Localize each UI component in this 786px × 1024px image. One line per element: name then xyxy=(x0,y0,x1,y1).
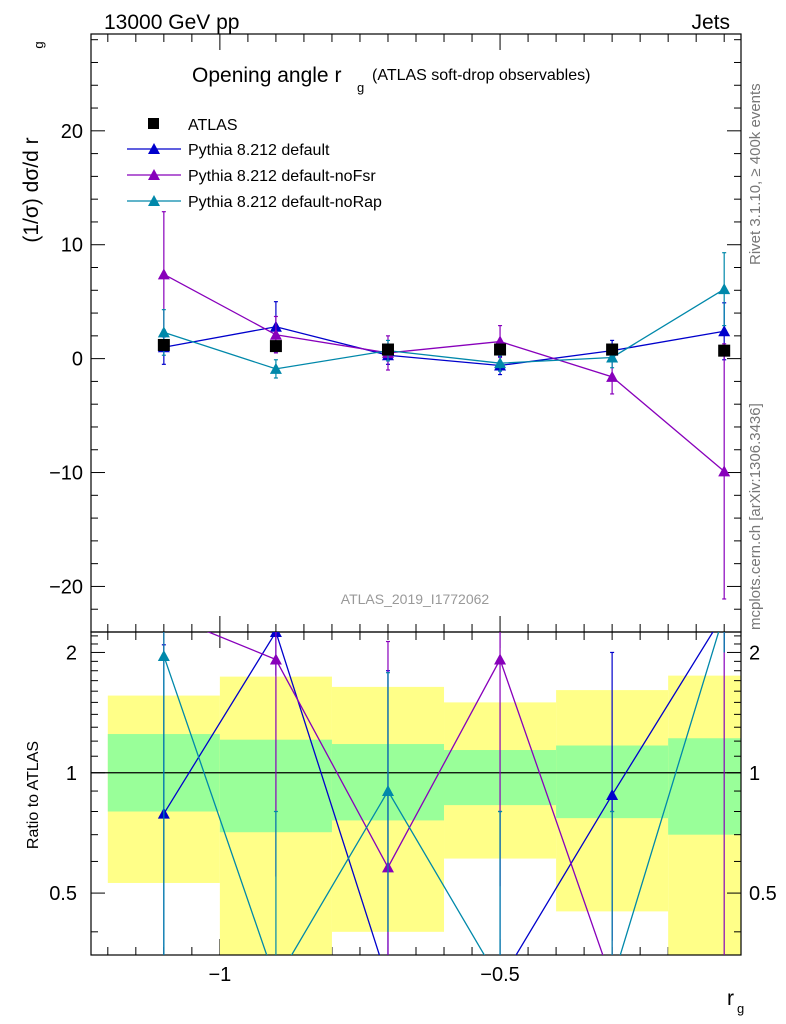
series-line-default xyxy=(163,326,725,367)
x-tick-label: −1 xyxy=(208,964,231,986)
ratio-point-default xyxy=(718,608,730,619)
legend-atlas-label: ATLAS xyxy=(188,117,238,134)
energy-label: 13000 GeV pp xyxy=(104,11,239,34)
ratio-y-axis-label: Ratio to ATLAS xyxy=(25,741,42,849)
data-point-norap xyxy=(494,357,507,369)
legend-nofsr-label: Pythia 8.212 default-noFsr xyxy=(188,168,376,185)
ratio-y-tick-label-left: 1 xyxy=(66,763,77,785)
ratio-point-nofsr xyxy=(606,976,618,987)
ratio-point-norap xyxy=(270,976,282,987)
ratio-point-norap xyxy=(381,785,394,797)
plot-title-subscript: g xyxy=(357,80,364,95)
legend-norap-label: Pythia 8.212 default-noRap xyxy=(188,194,382,211)
ratio-point-default xyxy=(606,788,619,800)
data-point-atlas xyxy=(494,343,507,356)
ratio-line-norap xyxy=(163,632,720,955)
legend: ATLAS Pythia 8.212 default Pythia 8.212 … xyxy=(127,117,382,211)
x-tick-label: −0.5 xyxy=(480,964,519,986)
main-y-axis-label: (1/σ) dσ/d r xyxy=(20,137,43,242)
data-point-norap xyxy=(157,326,170,338)
data-point-norap xyxy=(606,351,619,363)
main-y-tick-label: 20 xyxy=(61,121,83,143)
main-y-tick-label: −20 xyxy=(49,576,83,598)
ratio-point-nofsr xyxy=(718,976,730,987)
ratio-point-norap xyxy=(718,608,730,619)
legend-norap-marker xyxy=(148,195,160,206)
data-point-nofsr xyxy=(157,268,170,280)
mcplots-label: mcplots.cern.ch [arXiv:1306.3436] xyxy=(747,403,764,630)
ratio-y-tick-label-right: 2 xyxy=(749,642,760,664)
analysis-id-label: ATLAS_2019_I1772062 xyxy=(341,591,490,607)
rivet-label: Rivet 3.1.10, ≥ 400k events xyxy=(747,83,764,265)
ratio-data xyxy=(157,608,730,987)
x-axis-label-subscript: g xyxy=(737,1001,744,1016)
main-y-tick-label: −10 xyxy=(49,463,83,485)
main-y-axis-label-subscript: g xyxy=(31,41,46,48)
ratio-point-nofsr xyxy=(269,653,282,665)
data-point-atlas xyxy=(381,343,394,356)
ratio-plot-frame xyxy=(90,631,742,956)
series-line-nofsr xyxy=(163,273,725,472)
ratio-point-norap xyxy=(606,976,618,987)
x-axis-label: r xyxy=(727,987,734,1010)
data-point-norap xyxy=(718,283,731,295)
ratio-bands xyxy=(91,675,741,955)
process-label: Jets xyxy=(691,11,730,34)
data-point-nofsr xyxy=(269,328,282,340)
data-point-atlas xyxy=(269,340,282,353)
ratio-line-default xyxy=(163,632,714,955)
ratio-point-default xyxy=(382,976,394,987)
ratio-y-tick-label-left: 2 xyxy=(66,642,77,664)
data-point-atlas xyxy=(157,338,170,351)
ratio-point-norap xyxy=(157,649,170,661)
series-line-norap xyxy=(163,288,725,370)
ratio-band-inner xyxy=(668,738,741,835)
ratio-y-tick-label-right: 0.5 xyxy=(749,883,777,905)
data-point-nofsr xyxy=(606,370,619,382)
data-point-atlas xyxy=(718,344,731,357)
legend-default-label: Pythia 8.212 default xyxy=(188,142,330,159)
ratio-y-tick-label-right: 1 xyxy=(749,763,760,785)
main-y-tick-label: 0 xyxy=(72,349,83,371)
ratio-y-tick-label-left: 0.5 xyxy=(49,883,77,905)
plot-title: Opening angle r xyxy=(192,64,341,87)
ratio-point-nofsr xyxy=(494,653,507,665)
data-point-norap xyxy=(269,362,282,374)
legend-nofsr-marker xyxy=(148,169,160,180)
legend-atlas-marker xyxy=(148,118,159,129)
data-point-nofsr xyxy=(718,465,731,477)
plot-title-suffix: (ATLAS soft-drop observables) xyxy=(372,67,590,84)
data-point-default xyxy=(718,325,731,337)
main-y-tick-label: 10 xyxy=(61,235,83,257)
legend-default-marker xyxy=(148,143,160,154)
ratio-line-nofsr xyxy=(206,632,604,955)
main-data xyxy=(157,211,731,600)
ratio-point-nofsr xyxy=(158,608,170,619)
data-point-atlas xyxy=(606,343,619,356)
